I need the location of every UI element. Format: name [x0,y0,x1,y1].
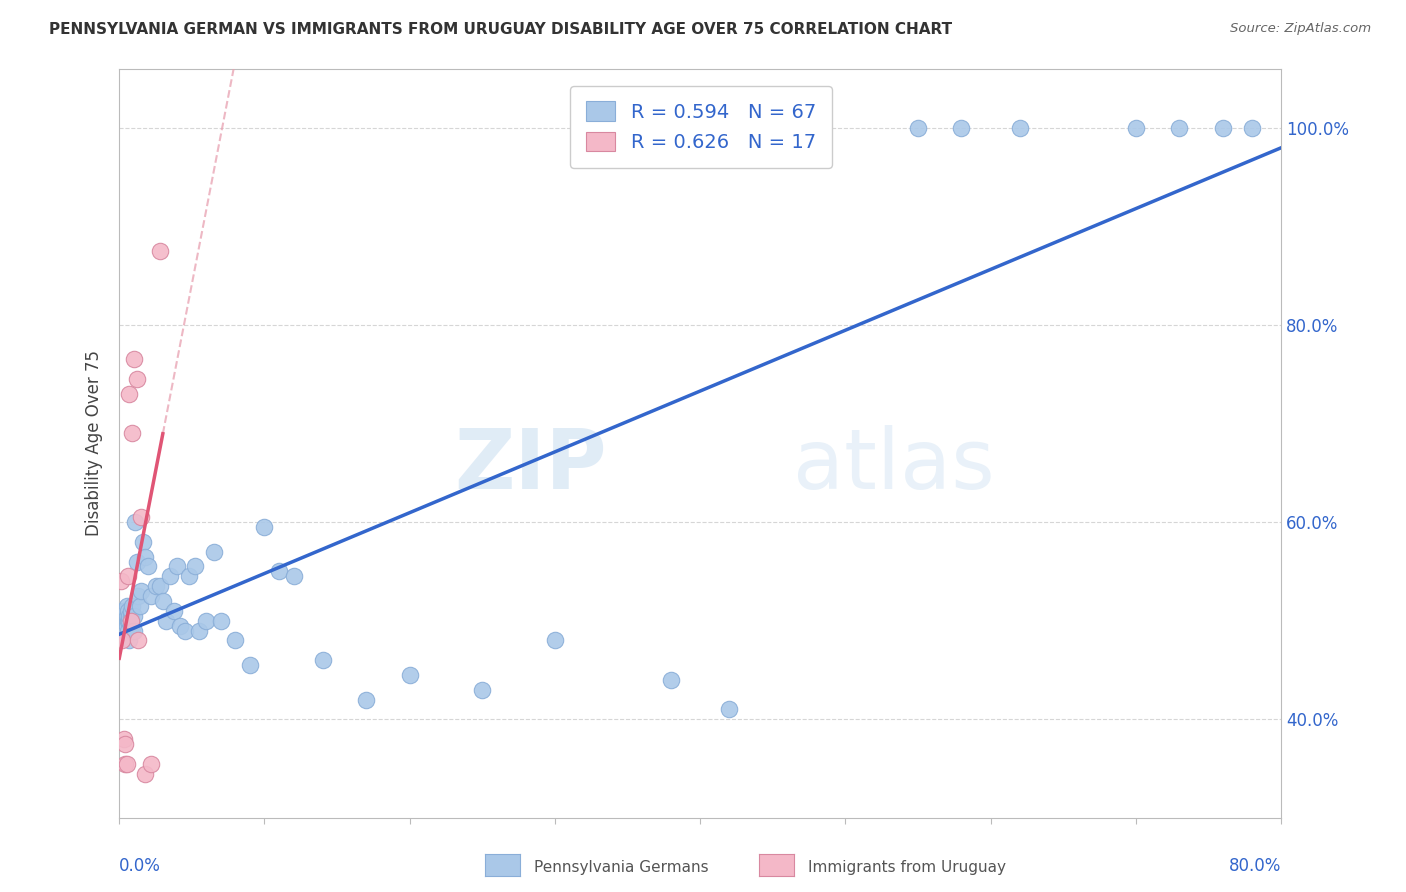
Text: Pennsylvania Germans: Pennsylvania Germans [534,860,709,874]
Point [224,633,246,648]
Point [115,614,138,628]
Point [117,604,139,618]
Point [118,387,141,401]
Legend: R = 0.594   N = 67, R = 0.626   N = 17: R = 0.594 N = 67, R = 0.626 N = 17 [571,86,831,168]
Point [118,608,141,623]
Text: 80.0%: 80.0% [1229,857,1281,875]
Point [110,574,132,589]
Point [155,614,177,628]
Point [115,599,138,613]
Point [166,559,188,574]
Point [1125,120,1147,135]
Point [124,515,146,529]
Point [354,692,377,706]
Point [907,120,929,135]
Point [112,604,135,618]
Point [471,682,494,697]
Point [169,618,191,632]
Point [188,624,211,638]
Y-axis label: Disability Age Over 75: Disability Age Over 75 [86,351,103,536]
Point [117,569,139,583]
Point [125,372,148,386]
Point [122,352,145,367]
Point [114,737,136,751]
Text: atlas: atlas [793,425,995,506]
Point [149,579,172,593]
Point [131,534,153,549]
Point [117,624,139,638]
Point [134,549,156,564]
Point [398,668,420,682]
Point [114,604,136,618]
Point [239,658,262,673]
Point [127,633,149,648]
Point [122,608,145,623]
Text: PENNSYLVANIA GERMAN VS IMMIGRANTS FROM URUGUAY DISABILITY AGE OVER 75 CORRELATIO: PENNSYLVANIA GERMAN VS IMMIGRANTS FROM U… [49,22,952,37]
Point [209,614,232,628]
Point [114,624,136,638]
Point [118,633,141,648]
Point [145,579,167,593]
Point [177,569,200,583]
Point [120,604,142,618]
Point [112,624,135,638]
Point [1212,120,1234,135]
Text: Immigrants from Uruguay: Immigrants from Uruguay [808,860,1007,874]
Point [195,614,218,628]
Point [659,673,682,687]
Point [115,608,138,623]
Point [112,732,135,747]
Point [159,569,181,583]
Point [718,702,741,716]
Point [118,614,141,628]
Point [122,624,145,638]
Point [1168,120,1191,135]
Point [115,756,138,771]
Point [149,244,172,258]
Point [202,544,225,558]
Text: ZIP: ZIP [454,425,607,506]
Point [1240,120,1263,135]
Point [121,426,143,441]
Point [120,608,142,623]
Point [136,559,159,574]
Point [120,618,142,632]
Point [950,120,973,135]
Point [311,653,333,667]
Point [127,589,149,603]
Point [121,599,143,613]
Point [115,618,138,632]
Point [125,555,148,569]
Point [253,520,276,534]
Point [134,766,156,780]
Point [121,624,143,638]
Point [173,624,195,638]
Point [184,559,207,574]
Point [117,614,139,628]
Text: Source: ZipAtlas.com: Source: ZipAtlas.com [1230,22,1371,36]
Point [114,614,136,628]
Point [141,756,163,771]
Point [1008,120,1031,135]
Point [112,614,135,628]
Point [163,604,186,618]
Point [152,594,174,608]
Point [128,599,150,613]
Point [267,565,290,579]
Point [129,584,152,599]
Text: 0.0%: 0.0% [120,857,162,875]
Point [111,633,134,648]
Point [129,510,152,524]
Point [114,756,136,771]
Point [544,633,567,648]
Point [111,604,134,618]
Point [283,569,305,583]
Point [141,589,163,603]
Point [120,614,142,628]
